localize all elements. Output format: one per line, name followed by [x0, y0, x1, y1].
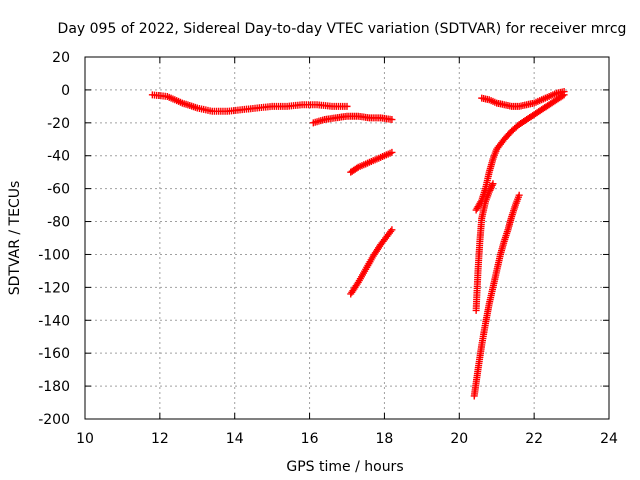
- data-point: [560, 91, 568, 99]
- series-arc-2: [309, 112, 396, 127]
- x-tick-label: 24: [600, 431, 618, 447]
- series-arc-4: [347, 226, 396, 298]
- y-tick-label: -120: [38, 280, 70, 296]
- x-tick-label: 16: [301, 431, 319, 447]
- x-tick-label: 12: [151, 431, 169, 447]
- x-tick-labels: 10 12 14 16 18 20 22 24: [76, 431, 618, 447]
- series-arc-3: [347, 148, 396, 176]
- y-tick-labels: 20 0 -20 -40 -60 -80 -100 -120 -140 -160 -180 -200: [38, 50, 70, 428]
- x-tick-label: 18: [376, 431, 394, 447]
- plot-frame: [84, 56, 610, 420]
- x-axis-label: GPS time / hours: [286, 459, 403, 475]
- x-tick-label: 22: [525, 431, 543, 447]
- data-point: [489, 180, 497, 188]
- y-axis-label: SDTVAR / TECUs: [7, 181, 23, 296]
- y-tick-label: -180: [38, 379, 70, 395]
- data-point: [388, 116, 396, 124]
- y-tick-label: -40: [47, 149, 70, 165]
- data-point: [343, 102, 351, 110]
- y-tick-label: -160: [38, 346, 70, 362]
- y-tick-label: -80: [47, 215, 70, 231]
- y-tick-label: 0: [61, 83, 70, 99]
- y-tick-label: -200: [38, 412, 70, 428]
- series-arc-1: [148, 91, 351, 115]
- x-tick-label: 10: [76, 431, 94, 447]
- data-point: [388, 226, 396, 234]
- series-arc-7: [472, 180, 497, 314]
- x-tick-label: 20: [450, 431, 468, 447]
- y-tick-label: -140: [38, 313, 70, 329]
- y-tick-label: -60: [47, 182, 70, 198]
- data-point: [515, 191, 523, 199]
- data-point: [559, 92, 567, 100]
- series-arc-8: [470, 191, 523, 400]
- data-points: [148, 88, 568, 400]
- y-tick-label: 20: [52, 50, 70, 66]
- data-point: [388, 148, 396, 156]
- y-tick-label: -20: [47, 116, 70, 132]
- chart-title: Day 095 of 2022, Sidereal Day-to-day VTE…: [58, 21, 627, 37]
- y-tick-label: -100: [38, 247, 70, 263]
- x-tick-label: 14: [226, 431, 244, 447]
- series-arc-5: [478, 88, 568, 110]
